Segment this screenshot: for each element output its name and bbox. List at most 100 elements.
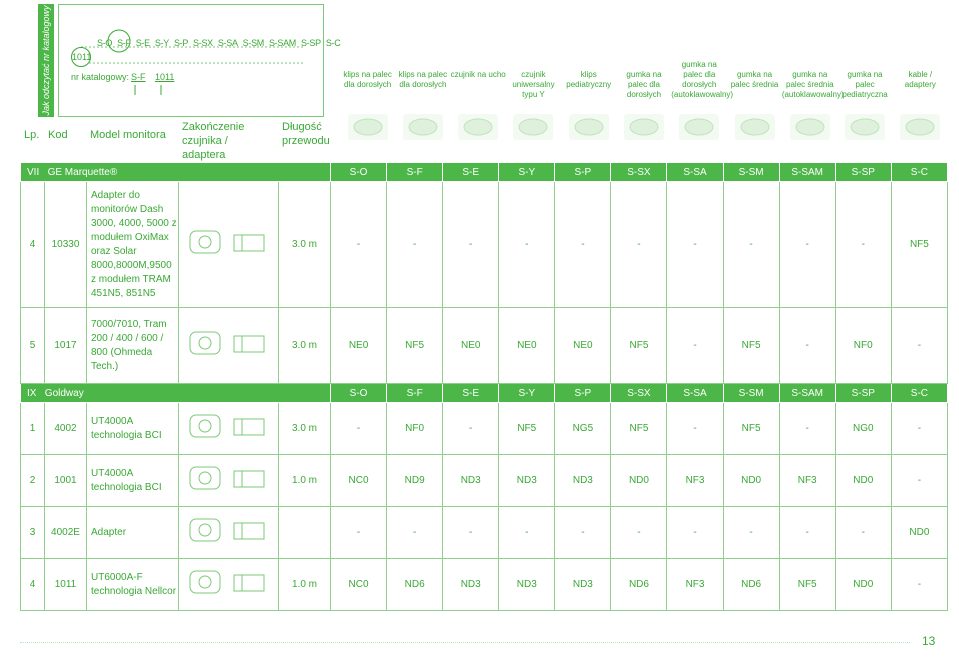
sensor-header: gumka na palec średnia (autoklawowalny) bbox=[781, 70, 844, 99]
row-value: NF0 bbox=[386, 402, 444, 455]
sensor-header: gumka na palec pediatryczna bbox=[842, 70, 888, 99]
row-value: ND6 bbox=[610, 558, 668, 611]
row-code: 1011 bbox=[44, 558, 87, 611]
sensor-header: kable / adaptery bbox=[904, 70, 936, 89]
row-lp: 1 bbox=[20, 402, 45, 455]
row-value: - bbox=[498, 181, 556, 308]
row-value: NF5 bbox=[778, 558, 836, 611]
key-example-code: S-F bbox=[131, 72, 146, 82]
catalog-key-box: 1011 S-O S-F S-E S-Y S-P S-SX S-SA S-SM S-SAM S-S… bbox=[58, 4, 341, 117]
row-value: - bbox=[778, 307, 836, 384]
group-code: S-P bbox=[554, 383, 612, 403]
row-value: - bbox=[722, 181, 780, 308]
row-value: - bbox=[442, 402, 500, 455]
row-length bbox=[277, 506, 332, 559]
row-value: NF5 bbox=[610, 307, 668, 384]
sensor-image bbox=[402, 114, 443, 140]
row-value: ND0 bbox=[834, 454, 892, 507]
row-value: NF5 bbox=[610, 402, 668, 455]
sensor-image bbox=[624, 114, 664, 140]
key-code: S-SAM bbox=[268, 38, 296, 48]
row-model: Adapter bbox=[86, 506, 179, 559]
row-value: NC0 bbox=[330, 558, 388, 611]
row-value: - bbox=[330, 506, 388, 559]
row-value: NE0 bbox=[442, 307, 500, 384]
group-code: S-C bbox=[890, 383, 949, 403]
row-value: - bbox=[778, 506, 836, 559]
row-value: - bbox=[442, 181, 500, 308]
group-code: S-SAM bbox=[778, 383, 836, 403]
row-value: - bbox=[330, 402, 388, 455]
side-label: Jak odczytać nr katalogowy bbox=[38, 4, 54, 117]
table-row: 3 4002E Adapter - - - - - - - - - - ND0 bbox=[20, 506, 949, 559]
row-model: UT4000A technologia BCI bbox=[86, 454, 179, 507]
row-value: - bbox=[330, 181, 388, 308]
row-value: NF5 bbox=[386, 307, 444, 384]
table-row: 4 10330 Adapter do monitorów Dash 3000, 40… bbox=[20, 181, 949, 308]
row-length: 1.0 m bbox=[277, 558, 332, 611]
col-dlugosc: Długość przewodu bbox=[282, 121, 330, 147]
group-code: S-SP bbox=[834, 162, 892, 182]
group-code: S-E bbox=[442, 162, 500, 182]
group-code: S-Y bbox=[498, 162, 556, 182]
key-code: S-E bbox=[135, 38, 150, 48]
row-value: - bbox=[890, 558, 949, 611]
row-value: NF5 bbox=[722, 402, 780, 455]
sensor-image bbox=[347, 114, 388, 140]
group-code: S-SX bbox=[610, 162, 668, 182]
row-value: - bbox=[386, 181, 444, 308]
row-value: NF0 bbox=[834, 307, 892, 384]
group-code: S-F bbox=[386, 162, 444, 182]
row-value: NG5 bbox=[554, 402, 612, 455]
row-value: NC0 bbox=[330, 454, 388, 507]
row-value: ND0 bbox=[722, 454, 780, 507]
group-code: S-E bbox=[442, 383, 500, 403]
row-value: ND0 bbox=[610, 454, 668, 507]
connector-icon bbox=[189, 331, 264, 355]
group-code: S-P bbox=[554, 162, 612, 182]
key-code: S-C bbox=[325, 38, 341, 48]
sensor-header: klips na palec dla dorosłych bbox=[343, 70, 392, 89]
row-connector bbox=[178, 181, 279, 308]
row-value: - bbox=[834, 181, 892, 308]
sensor-image bbox=[568, 114, 609, 140]
row-length: 1.0 m bbox=[277, 454, 332, 507]
group-header: IX Goldway S-O S-F S-E S-Y S-P S-SX S-SA S-SM S-S… bbox=[19, 383, 949, 403]
row-lp: 5 bbox=[20, 307, 45, 384]
group-code: S-SA bbox=[666, 383, 724, 403]
row-value: - bbox=[610, 181, 668, 308]
table-row: 2 1001 UT4000A technologia BCI 1.0 m NC0 ND9 N… bbox=[20, 454, 949, 507]
row-value: ND3 bbox=[442, 558, 500, 611]
sensor-header: gumka na palec średnia bbox=[730, 70, 779, 89]
sensor-header: klips na palec dla dorosłych bbox=[398, 70, 448, 89]
row-value: ND6 bbox=[386, 558, 444, 611]
row-code: 1001 bbox=[44, 454, 87, 507]
row-value: - bbox=[610, 506, 668, 559]
row-value: - bbox=[666, 181, 724, 308]
row-connector bbox=[178, 402, 279, 455]
row-value: NF3 bbox=[666, 454, 724, 507]
group-code: S-O bbox=[330, 162, 388, 182]
key-code: S-Y bbox=[154, 38, 169, 48]
row-length: 3.0 m bbox=[277, 181, 332, 308]
group-code: S-C bbox=[890, 162, 949, 182]
key-example-number: 1011 bbox=[155, 72, 175, 82]
connector-icon bbox=[189, 230, 264, 254]
group-code: S-SP bbox=[834, 383, 892, 403]
row-value: - bbox=[386, 506, 444, 559]
sensor-header: czujnik na ucho bbox=[450, 70, 506, 79]
key-codes: S-O S-F S-E S-Y S-P S-SX S-SA S-SM S-SAM S-SP S-C bbox=[97, 38, 345, 48]
group-roman: VII bbox=[27, 166, 40, 178]
row-value: - bbox=[666, 506, 724, 559]
group-code: S-SX bbox=[610, 383, 668, 403]
connector-icon bbox=[189, 570, 264, 594]
row-value: NF3 bbox=[778, 454, 836, 507]
page-number: 13 bbox=[922, 634, 936, 648]
row-value: ND3 bbox=[442, 454, 500, 507]
sensor-header: czujnik uniwersalny typu Y bbox=[512, 70, 555, 99]
row-value: NF5 bbox=[498, 402, 556, 455]
row-length: 3.0 m bbox=[277, 402, 332, 455]
sensor-image bbox=[845, 114, 886, 140]
row-value: ND3 bbox=[554, 454, 612, 507]
